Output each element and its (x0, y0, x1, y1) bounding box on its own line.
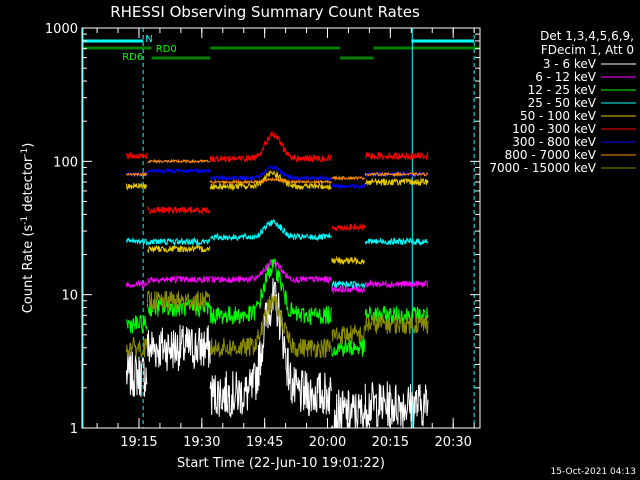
legend-entry-label: 3 - 6 keV (543, 57, 597, 71)
series-line (125, 164, 429, 190)
x-tick-label: 19:30 (183, 435, 220, 450)
series-line (125, 169, 429, 266)
legend-entry-label: 300 - 800 keV (512, 135, 596, 149)
state-label: RD0 (156, 44, 177, 55)
y-tick-label: 1 (70, 422, 78, 437)
series-layer (125, 130, 429, 428)
x-axis: 19:15 19:30 19:45 20:00 20:15 20:30 (96, 28, 475, 450)
x-tick-label: 19:15 (120, 435, 157, 450)
legend: Det 1,3,4,5,6,9,FDecim 1, Att 03 - 6 keV… (489, 29, 636, 175)
series-line (125, 219, 429, 290)
x-axis-title: Start Time (22-Jun-10 19:01:22) (177, 456, 385, 471)
x-tick-label: 20:00 (309, 435, 346, 450)
series-line (125, 259, 429, 294)
legend-entry-label: 12 - 25 keV (528, 83, 597, 97)
legend-entry-label: 6 - 12 keV (535, 70, 597, 84)
state-label: N (145, 34, 152, 45)
x-tick-label: 19:45 (246, 435, 283, 450)
generation-timestamp: 15-Oct-2021 04:13 (551, 467, 636, 477)
series-line (125, 130, 429, 233)
legend-entry-label: 50 - 100 keV (520, 109, 597, 123)
series-line (125, 158, 429, 185)
legend-entry-label: 25 - 50 keV (528, 96, 597, 110)
series-line (125, 289, 429, 359)
y-tick-label: 1000 (45, 22, 78, 37)
chart-title: RHESSI Observing Summary Count Rates (110, 3, 420, 21)
x-tick-label: 20:30 (434, 435, 471, 450)
y-tick-label: 10 (61, 289, 78, 304)
legend-entry-label: 100 - 300 keV (512, 122, 596, 136)
y-axis-title: Count Rate (s-1 detector-1) (20, 143, 36, 314)
legend-entry-label: 7000 - 15000 keV (489, 161, 596, 175)
y-axis: 1 10 100 1000 (45, 22, 480, 437)
x-tick-label: 20:15 (372, 435, 409, 450)
legend-entry-label: 800 - 7000 keV (505, 148, 597, 162)
series-line (125, 278, 429, 428)
plot-frame (81, 27, 481, 429)
legend-header: Det 1,3,4,5,6,9, (540, 29, 634, 43)
y-tick-label: 100 (53, 155, 78, 170)
legend-header: FDecim 1, Att 0 (541, 43, 634, 57)
state-label: RD6 (122, 52, 143, 63)
